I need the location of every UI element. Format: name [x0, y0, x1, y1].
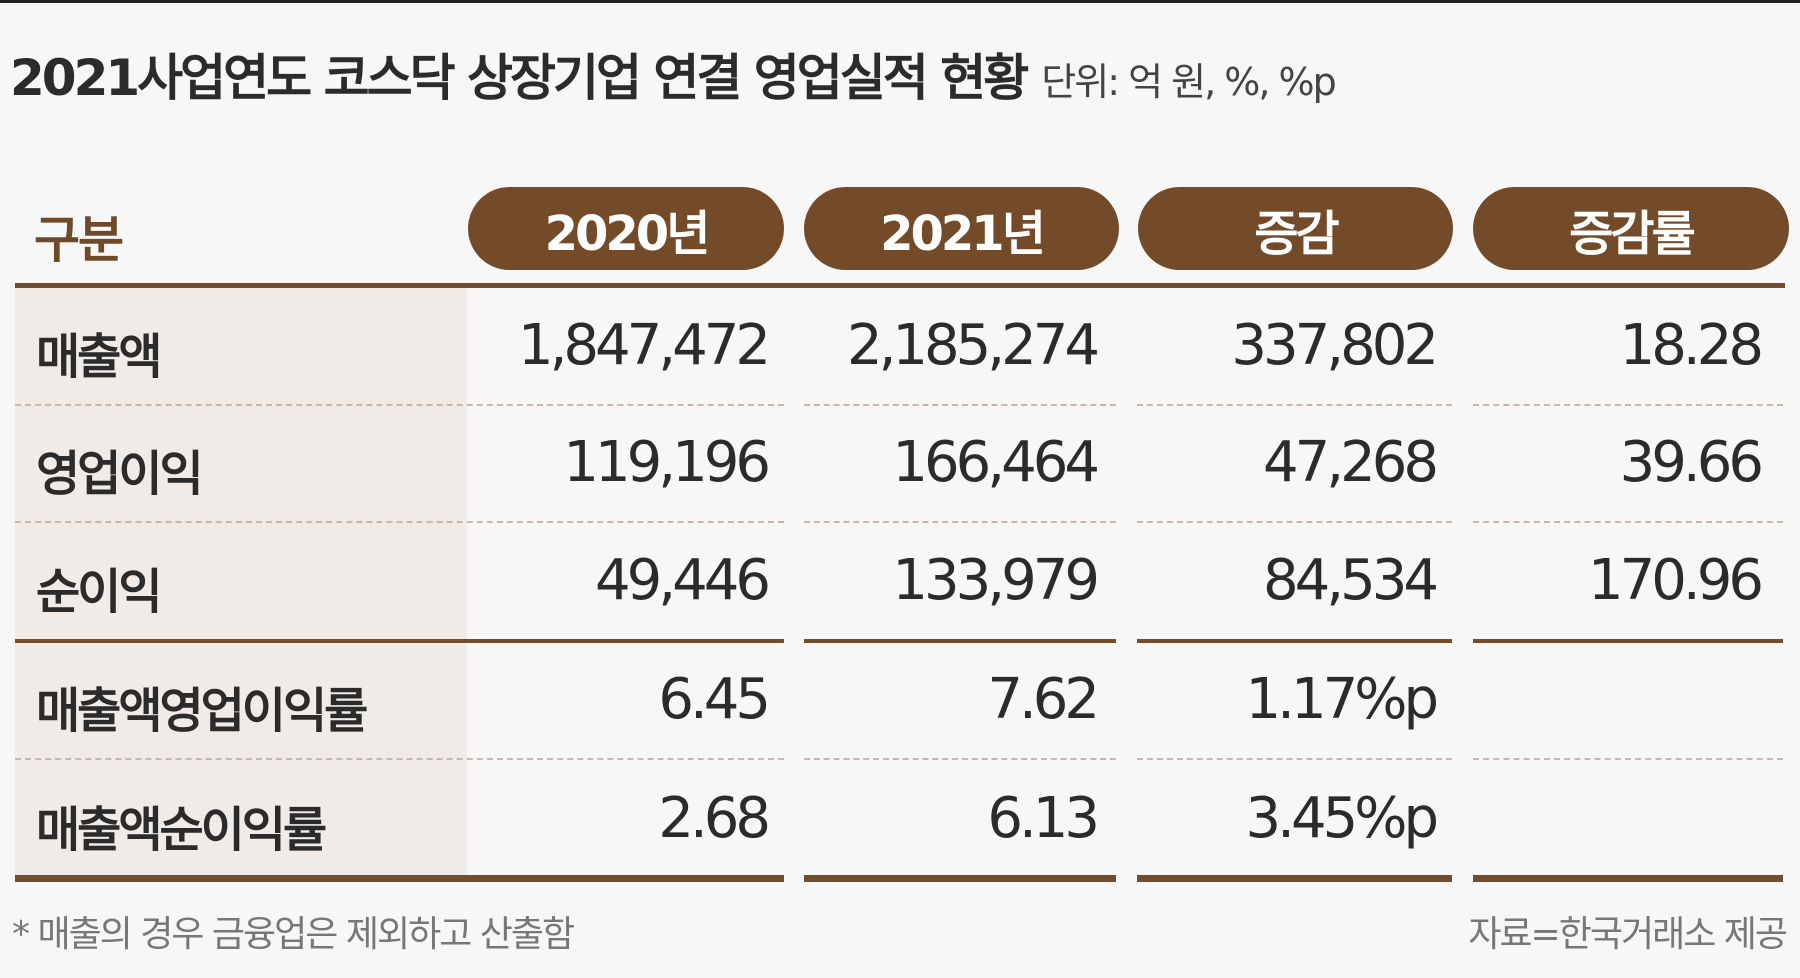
header-label: 구분: [34, 211, 124, 269]
row-label: 매출액순이익률: [36, 802, 327, 858]
page-title-block: 2021사업연도 코스닥 상장기업 연결 영업실적 현황 단위: 억 원, %,…: [10, 38, 1337, 110]
row-divider: [804, 758, 1116, 760]
row-divider: [1473, 404, 1783, 406]
row-divider: [1137, 875, 1452, 882]
row-divider: [15, 875, 784, 882]
row-divider: [804, 639, 1116, 643]
row-label: 매출액영업이익률: [36, 683, 368, 739]
cell-value: 170.96: [1588, 548, 1764, 613]
cell-value: 119,196: [563, 430, 771, 495]
header-change: 증감: [1138, 187, 1453, 270]
row-divider: [15, 639, 784, 643]
cell-value: 39.66: [1619, 430, 1764, 495]
cell-value: 47,268: [1263, 430, 1439, 495]
cell-value: 1.17%p: [1245, 667, 1439, 732]
row-divider: [804, 521, 1116, 523]
row-divider: [15, 758, 784, 760]
row-divider: [1473, 639, 1783, 643]
row-divider: [15, 404, 784, 406]
row-divider: [1137, 639, 1452, 643]
row-divider: [1137, 521, 1452, 523]
header-divider: [15, 283, 1785, 288]
footnote: * 매출의 경우 금융업은 제외하고 산출함: [12, 914, 575, 955]
header-change-rate: 증감률: [1473, 187, 1789, 270]
cell-value: 7.62: [987, 667, 1100, 732]
unit-label: 단위: 억 원, %, %p: [1041, 60, 1336, 104]
row-divider: [1473, 521, 1783, 523]
row-divider: [15, 521, 784, 523]
cell-value: 18.28: [1619, 313, 1764, 378]
cell-value: 84,534: [1263, 548, 1439, 613]
row-divider: [1473, 875, 1783, 882]
row-divider: [1137, 404, 1452, 406]
header-2021: 2021년: [804, 187, 1119, 270]
cell-value: 2.68: [658, 786, 771, 851]
cell-value: 6.13: [987, 786, 1100, 851]
row-label: 매출액: [36, 329, 162, 385]
row-divider: [804, 875, 1116, 882]
row-divider: [1137, 758, 1452, 760]
label-column-background: [15, 287, 467, 878]
cell-value: 6.45: [658, 667, 771, 732]
top-border: [0, 0, 1800, 3]
row-divider: [804, 404, 1116, 406]
cell-value: 166,464: [892, 430, 1100, 495]
cell-value: 49,446: [595, 548, 771, 613]
cell-value: 2,185,274: [846, 313, 1100, 378]
cell-value: 1,847,472: [517, 313, 771, 378]
cell-value: 3.45%p: [1245, 786, 1439, 851]
row-divider: [1473, 758, 1783, 760]
header-2020: 2020년: [468, 187, 784, 270]
cell-value: 133,979: [892, 548, 1100, 613]
source: 자료=한국거래소 제공: [1468, 914, 1788, 955]
page-title: 2021사업연도 코스닥 상장기업 연결 영업실적 현황: [10, 49, 1029, 107]
cell-value: 337,802: [1231, 313, 1439, 378]
row-label: 영업이익: [36, 446, 204, 502]
row-label: 순이익: [36, 564, 162, 620]
